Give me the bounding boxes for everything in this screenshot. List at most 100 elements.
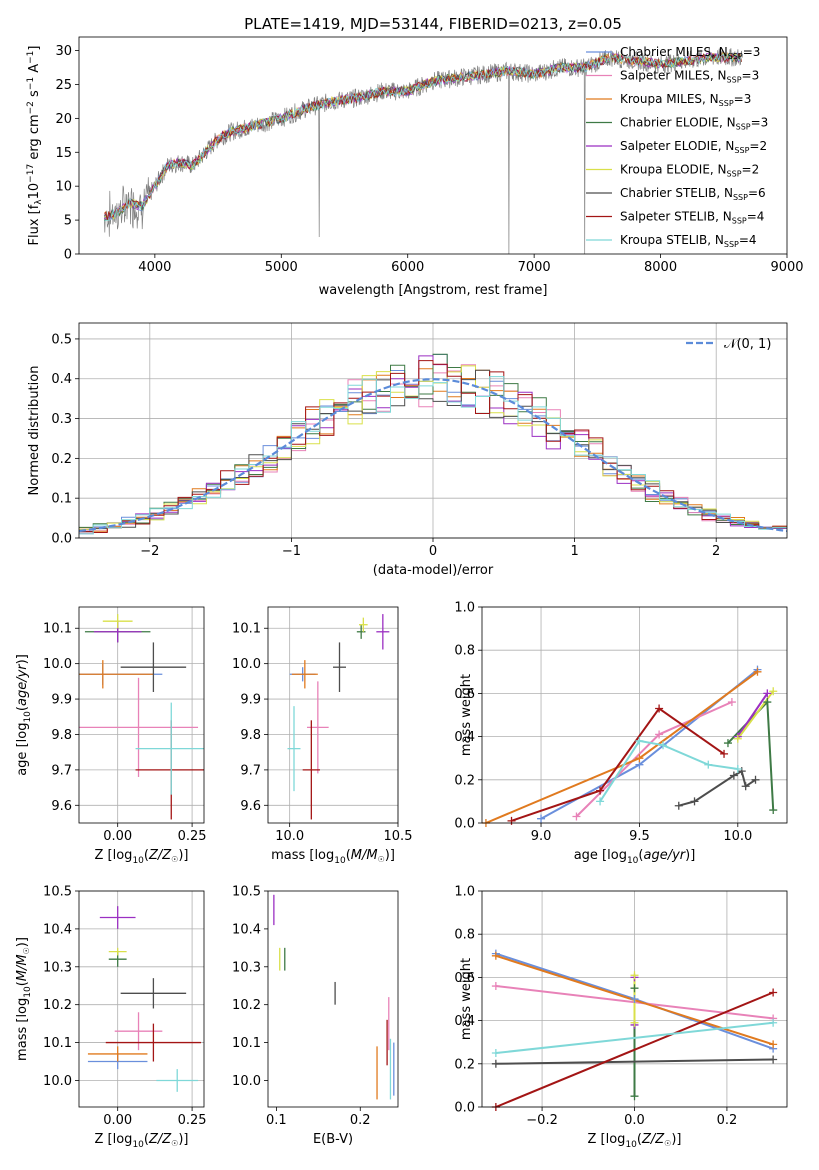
model-spectrum-line [103,52,742,221]
weight-marker [720,749,729,758]
x-tick-label: 6000 [391,260,424,275]
y-axis-label-part: ( [15,981,30,986]
weight-marker [751,775,760,784]
weight-marker [769,1055,778,1064]
y-tick-label: 1.0 [454,601,475,616]
x-axis-label-part: ☉ [171,1139,178,1148]
legend-entry: Kroupa ELODIE, NSSP=2 [620,163,759,179]
x-axis-label-part: Z [log [95,1132,133,1147]
y-tick-label: 0.4 [51,372,72,387]
y-tick-label: 0.4 [454,1014,475,1029]
weight-marker [769,687,778,696]
y-axis-label-part: −1 [26,77,36,90]
weight-marker [630,1018,639,1027]
y-tick-label: 0.2 [454,773,475,788]
figure-title: PLATE=1419, MJD=53144, FIBERID=0213, z=0… [244,15,622,33]
legend-entry: Salpeter STELIB, NSSP=4 [620,210,764,226]
x-axis-label-part: 10 [132,1140,144,1150]
y-tick-label: 10.4 [43,922,72,937]
weight-line [678,769,757,807]
weight-marker [655,730,664,739]
weight-marker [596,797,605,806]
y-tick-label: 0.0 [454,817,475,832]
x-tick-label: 9.0 [531,829,552,844]
weight-marker [630,971,639,980]
y-tick-label: 0.2 [51,452,72,467]
x-tick-label: 0.2 [350,1113,371,1128]
y-tick-label: 10.1 [43,1036,72,1051]
y-axis-label-part: 10 [23,711,33,723]
legend-entry: Kroupa MILES, NSSP=3 [620,92,751,108]
weight-line [511,707,725,822]
panel-residuals: −2 −1 0 1 2 0.0 0.1 0.2 0.3 0.4 0.5 𝒩(0, 1) (data-mo… [27,322,788,578]
weight-marker [491,1049,500,1057]
x-tick-label: 4000 [138,260,171,275]
y-axis-label-part: 10 [23,986,33,998]
y-tick-label: 10.5 [43,885,72,900]
legend-count: =3 [751,116,769,130]
y-tick-label: 10.1 [232,622,261,637]
y-tick-label: 9.8 [51,728,72,743]
y-tick-label: 0.8 [454,644,475,659]
weight-marker [733,734,742,743]
weight-marker [741,782,750,791]
x-tick-label: 0.2 [717,1113,738,1128]
y-axis-label-part: )] [15,937,30,947]
x-axis-label-part: ( [346,848,351,863]
x-tick-label: 0.0 [624,1113,645,1128]
y-tick-label: 9.8 [240,728,261,743]
y-axis-label: age [log10(age/yr)] [15,654,33,776]
legend-subscript: SSP [736,123,751,132]
weight-line [485,670,759,823]
weight-marker [491,982,500,991]
weight-line [495,1058,774,1065]
axes-frame [267,890,399,1108]
weight-marker [769,806,778,815]
y-tick-label: 20 [55,112,72,127]
x-axis-label-part: 10 [627,856,639,866]
weight-marker [753,667,762,676]
legend-count: =4 [747,210,765,224]
x-axis-label-part: ( [144,1132,149,1147]
legend-text: Salpeter MILES, N [620,69,727,83]
panel-weight-vs-Z: −0.2 0.0 0.2 0.0 0.2 0.4 0.6 0.8 1.0 Z [log10(Z/Z… [454,885,788,1150]
y-tick-label: 0.2 [454,1057,475,1072]
y-tick-label: 9.7 [51,763,72,778]
plot-area-mass-vs-Z [87,906,202,1092]
y-axis-label-part: λ [34,199,44,205]
legend-count: =3 [742,69,760,83]
y-axis-label-part: M/M [15,954,30,981]
x-tick-label: 0.25 [178,1113,207,1128]
y-tick-label: 10.0 [232,1074,261,1089]
weight-marker [635,754,644,763]
y-tick-label: 10.0 [43,1074,72,1089]
y-axis-label-part: erg cm [27,114,42,163]
x-tick-label: 2 [712,544,720,559]
legend-entry: Chabrier MILES, NSSP=3 [620,45,760,61]
weight-marker [491,951,500,960]
legend-text: Salpeter STELIB, N [620,210,732,224]
x-tick-label: 0 [429,544,437,559]
x-axis-label: Z [log10(Z/Z☉)] [95,1132,189,1150]
plot-area-weight-vs-age [485,668,775,823]
weight-marker [769,1018,778,1027]
weight-marker [507,816,516,825]
y-tick-label: 10.5 [232,885,261,900]
legend-subscript: SSP [732,217,747,226]
legend-entry: Chabrier STELIB, NSSP=6 [620,186,766,202]
x-axis-label-part: Z/Z [148,1132,172,1147]
x-axis-label: wavelength [Angstrom, rest frame] [319,283,548,298]
legend-subscript: SSP [727,170,742,179]
y-tick-label: 9.7 [240,763,261,778]
x-tick-label: 0.25 [178,829,207,844]
y-tick-label: 0.6 [454,971,475,986]
weight-marker [763,689,772,698]
x-axis-label-part: Z/Z [641,1132,665,1147]
weight-marker [630,984,639,993]
x-axis-label-part: ☉ [171,855,178,864]
axes-frame [78,606,205,824]
x-axis-label-part: )] [385,848,395,863]
x-tick-label: −0.2 [526,1113,558,1128]
plot-area-age-vs-Z [79,614,204,820]
